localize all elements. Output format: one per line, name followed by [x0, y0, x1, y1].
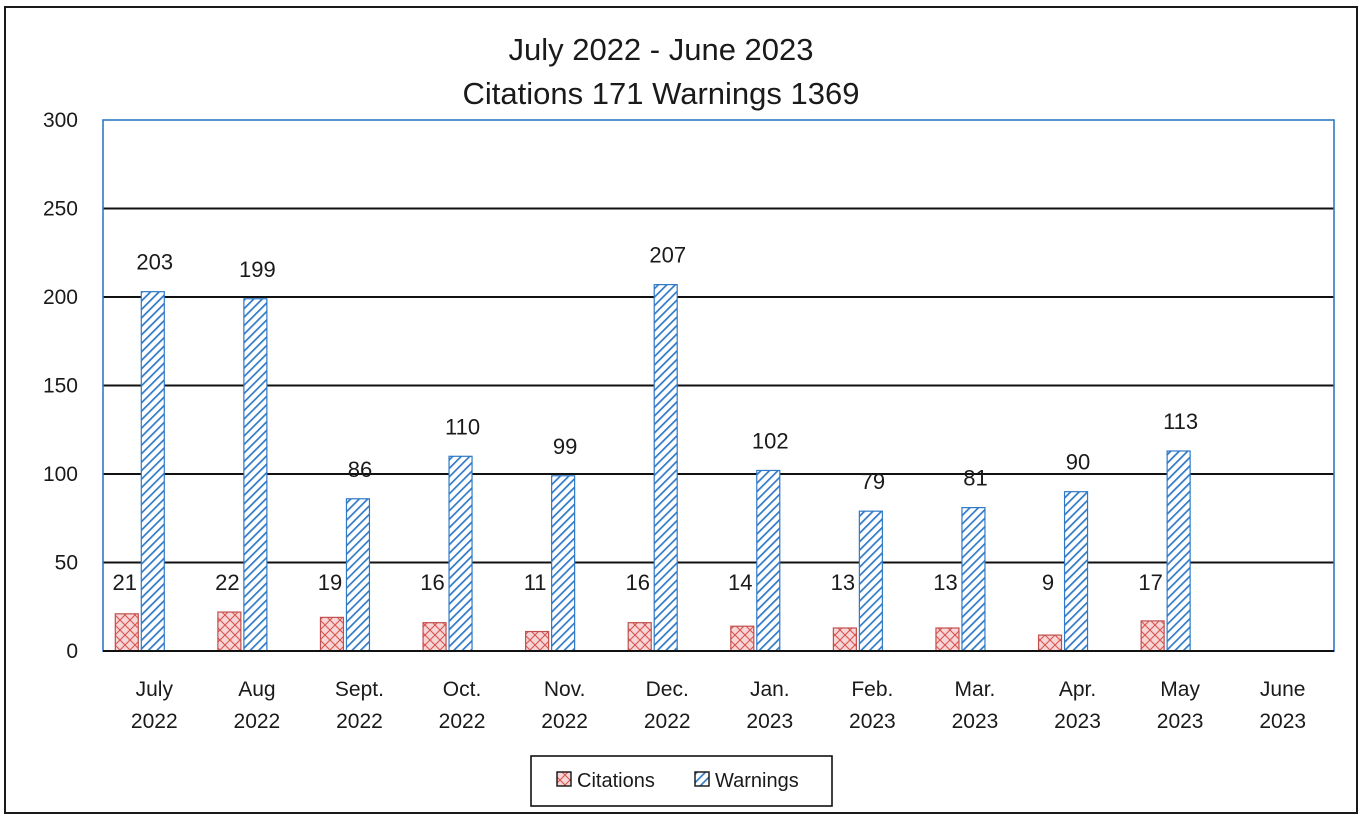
x-tick-label: Nov. [544, 678, 586, 701]
citations-bar [832, 627, 857, 652]
warnings-bar [858, 510, 883, 652]
citations-bar [422, 622, 447, 652]
legend-box [530, 755, 833, 807]
citations-bar [319, 616, 345, 652]
warnings-bar [961, 507, 986, 652]
warnings-data-label: 102 [752, 428, 789, 453]
x-tick-label: Oct. [443, 678, 482, 701]
citations-data-label: 22 [215, 570, 239, 595]
citations-data-label: 17 [1138, 570, 1162, 595]
warnings-data-label: 207 [649, 243, 686, 268]
legend-swatch [694, 771, 710, 787]
legend-swatch [556, 771, 572, 787]
x-tick-label: June [1260, 678, 1306, 701]
x-tick-label: 2023 [849, 710, 896, 733]
citations-bar [1140, 620, 1165, 652]
warnings-data-label: 90 [1066, 450, 1090, 475]
citations-data-label: 16 [625, 570, 649, 595]
warnings-data-label: 113 [1163, 409, 1198, 434]
x-tick-label: 2022 [336, 710, 383, 733]
warnings-data-label: 99 [553, 434, 577, 459]
x-tick-label: Mar. [955, 678, 996, 701]
x-tick-label: 2023 [952, 710, 999, 733]
x-tick-label: 2022 [131, 710, 178, 733]
warnings-bar [448, 455, 473, 652]
y-tick-label: 50 [55, 552, 78, 575]
x-tick-label: Sept. [335, 678, 384, 701]
x-tick-label: Dec. [646, 678, 689, 701]
citations-bar [525, 630, 550, 652]
x-tick-label: 2022 [541, 710, 588, 733]
x-tick-label: 2023 [1259, 710, 1306, 733]
y-tick-label: 200 [43, 286, 78, 309]
citations-bar [935, 627, 960, 652]
x-tick-label: 2023 [746, 710, 793, 733]
x-tick-label: Feb. [851, 678, 893, 701]
citations-bar [1037, 634, 1063, 652]
warnings-data-label: 79 [861, 469, 885, 494]
y-tick-label: 250 [43, 198, 78, 221]
y-tick-label: 100 [43, 463, 78, 486]
y-tick-label: 0 [66, 640, 78, 663]
x-tick-label: May [1160, 678, 1200, 701]
x-tick-label: Apr. [1059, 678, 1096, 701]
warnings-bar [756, 469, 781, 652]
x-tick-label: 2022 [644, 710, 691, 733]
x-tick-label: 2022 [234, 710, 281, 733]
warnings-bar [140, 291, 165, 652]
x-tick-label: Aug [238, 678, 275, 701]
x-tick-label: 2023 [1157, 710, 1204, 733]
citations-data-label: 14 [728, 570, 752, 595]
x-tick-label: July [136, 678, 174, 701]
citations-data-label: 13 [831, 570, 855, 595]
citations-data-label: 11 [524, 570, 547, 595]
citations-data-label: 9 [1042, 570, 1054, 595]
chart-title-line: July 2022 - June 2023 [508, 32, 813, 67]
x-tick-label: Jan. [750, 678, 790, 701]
legend-label: Citations [577, 770, 655, 792]
warnings-data-label: 86 [348, 457, 372, 482]
y-tick-label: 150 [43, 375, 78, 398]
x-tick-label: 2022 [439, 710, 486, 733]
citations-data-label: 13 [933, 570, 957, 595]
citations-bar [114, 613, 139, 652]
warnings-bar [1063, 491, 1089, 652]
citations-data-label: 19 [318, 570, 342, 595]
chart-frame [4, 6, 1358, 814]
y-tick-label: 300 [43, 109, 78, 132]
warnings-bar [551, 475, 576, 652]
warnings-data-label: 81 [963, 466, 987, 491]
warnings-data-label: 203 [136, 250, 173, 275]
warnings-data-label: 110 [445, 414, 480, 439]
x-tick-label: 2023 [1054, 710, 1101, 733]
warnings-bar [243, 298, 268, 652]
citations-bar [627, 622, 652, 652]
citations-bar [730, 625, 755, 652]
warnings-bar [345, 498, 371, 652]
warnings-data-label: 199 [239, 257, 276, 282]
warnings-bar [1166, 450, 1191, 652]
citations-data-label: 16 [420, 570, 444, 595]
legend-label: Warnings [715, 770, 799, 792]
citations-bar [217, 611, 242, 652]
citations-data-label: 21 [113, 570, 137, 595]
warnings-bar [653, 284, 678, 652]
chart-title-line: Citations 171 Warnings 1369 [463, 76, 860, 111]
